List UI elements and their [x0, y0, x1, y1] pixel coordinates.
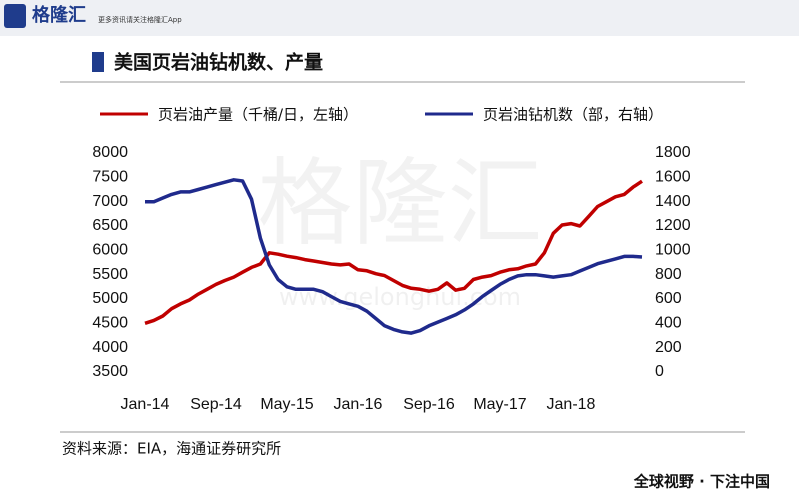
y2-tick-label: 400 [655, 315, 682, 332]
tagline: 更多资讯请关注格隆汇App [98, 15, 182, 24]
legend-label: 页岩油钻机数（部，右轴） [483, 106, 663, 124]
y2-tick-label: 1600 [655, 169, 691, 186]
y2-tick-label: 1200 [655, 217, 691, 234]
y-tick-label: 7500 [92, 169, 128, 186]
y-tick-label: 6500 [92, 217, 128, 234]
watermark: 格隆汇 [257, 149, 542, 259]
y-tick-label: 6000 [92, 242, 128, 259]
y2-tick-label: 0 [655, 363, 664, 380]
y-tick-label: 5000 [92, 290, 128, 307]
footer: 全球视野 · 下注中国 [633, 473, 770, 491]
y-tick-label: 8000 [92, 144, 128, 161]
top-bar [0, 0, 799, 36]
y-tick-label: 5500 [92, 266, 128, 283]
y-tick-label: 3500 [92, 363, 128, 380]
series-line [144, 179, 643, 325]
y2-tick-label: 1800 [655, 144, 691, 161]
y2-tick-label: 1000 [655, 242, 691, 259]
y-tick-label: 7000 [92, 193, 128, 210]
series-line [145, 178, 643, 335]
x-tick-label: Sep-14 [190, 396, 242, 413]
logo: 格隆汇 [32, 4, 86, 26]
y2-tick-label: 1400 [655, 193, 691, 210]
x-tick-label: May-15 [260, 396, 313, 413]
title-marker [92, 52, 104, 72]
y2-tick-label: 200 [655, 339, 682, 356]
x-tick-label: Jan-18 [547, 396, 596, 413]
x-tick-label: Sep-16 [403, 396, 455, 413]
y2-tick-label: 600 [655, 290, 682, 307]
y-tick-label: 4500 [92, 315, 128, 332]
y-tick-label: 4000 [92, 339, 128, 356]
chart-title: 美国页岩油钻机数、产量 [114, 51, 323, 74]
source: 资料来源：EIA，海通证券研究所 [62, 440, 281, 458]
x-tick-label: Jan-16 [334, 396, 383, 413]
x-tick-label: Jan-14 [121, 396, 170, 413]
legend-label: 页岩油产量（千桶/日，左轴） [158, 106, 358, 124]
x-tick-label: May-17 [473, 396, 526, 413]
y2-tick-label: 800 [655, 266, 682, 283]
logo-icon [4, 4, 26, 28]
